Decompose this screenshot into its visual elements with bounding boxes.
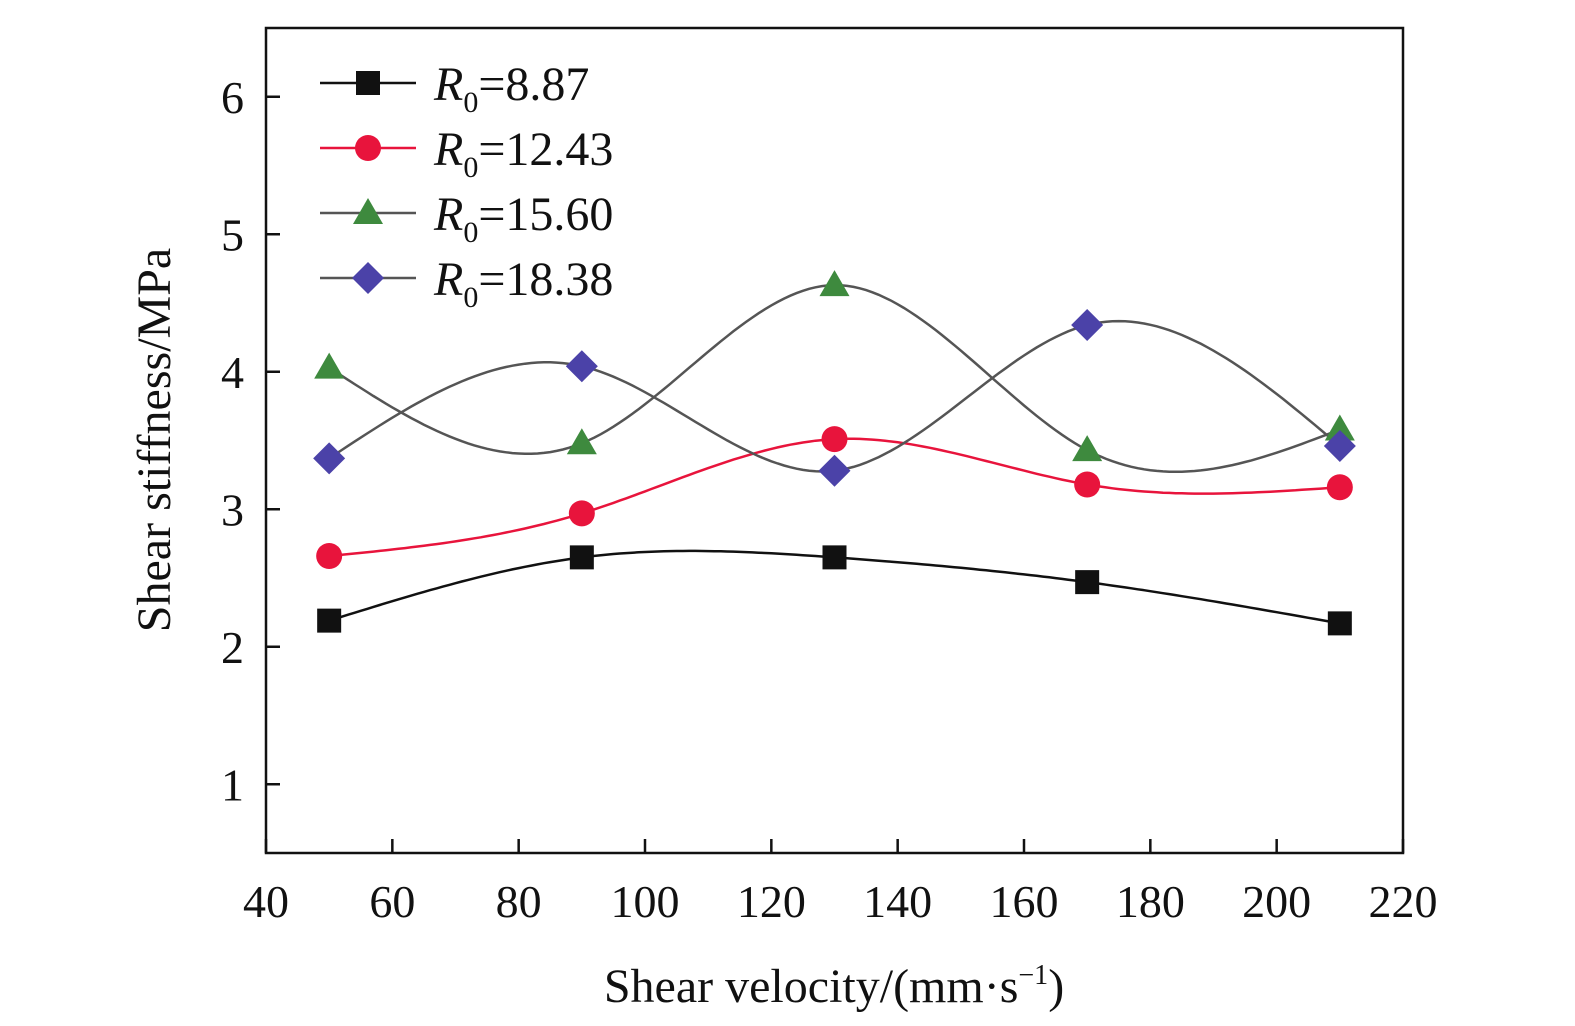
y-tick-label: 2	[221, 622, 244, 673]
legend-marker	[353, 198, 383, 224]
y-tick-label: 6	[221, 72, 244, 123]
x-tick-label: 80	[496, 876, 542, 927]
legend-marker	[352, 262, 384, 294]
x-axis-title: Shear velocity/(mm·s−1)	[604, 960, 1064, 1013]
data-markers	[313, 270, 1356, 636]
legend-marker	[356, 71, 380, 95]
data-point-series-2	[568, 500, 595, 527]
x-tick-label: 160	[990, 876, 1059, 927]
data-point-series-3	[1324, 414, 1355, 441]
legend-label: R0=15.60	[433, 188, 613, 249]
data-point-series-3	[566, 428, 597, 455]
y-tick-label: 5	[221, 209, 244, 260]
data-point-series-4	[1071, 309, 1104, 341]
x-tick-label: 180	[1116, 876, 1185, 927]
y-tick-label: 4	[221, 347, 244, 398]
y-axis-title: Shear stiffness/MPa	[128, 248, 181, 632]
x-tick-label: 140	[863, 876, 932, 927]
data-point-series-1	[1075, 570, 1100, 595]
data-point-series-3	[1072, 435, 1103, 462]
data-point-series-2	[1326, 474, 1353, 501]
data-point-series-3	[819, 270, 850, 297]
data-point-series-4	[565, 350, 598, 383]
data-point-series-4	[1323, 430, 1356, 462]
fit-curves	[328, 283, 1341, 625]
x-tick-label: 120	[737, 876, 806, 927]
y-tick-label: 1	[221, 759, 244, 810]
data-point-series-2	[1074, 471, 1101, 498]
plot-frame	[264, 26, 1405, 855]
x-tick-label: 200	[1242, 876, 1311, 927]
legend-label: R0=18.38	[433, 253, 613, 314]
data-point-series-4	[313, 442, 346, 475]
data-point-series-3	[314, 352, 345, 379]
data-point-series-1	[822, 545, 847, 570]
x-tick-label: 220	[1369, 876, 1438, 927]
data-point-series-1	[317, 608, 342, 633]
x-tick-label: 40	[243, 876, 289, 927]
legend-label: R0=8.87	[433, 58, 589, 119]
x-axis-ticks: 40 60 80 100 120 140 160 180 200 220	[243, 839, 1438, 927]
data-point-series-1	[569, 545, 594, 570]
data-point-series-2	[316, 543, 343, 569]
legend-label: R0=12.43	[433, 123, 613, 184]
data-point-series-1	[1327, 611, 1352, 636]
y-tick-label: 3	[221, 484, 244, 535]
x-tick-label: 100	[611, 876, 680, 927]
legend-marker	[355, 135, 381, 161]
data-point-series-2	[821, 426, 848, 453]
x-tick-label: 60	[369, 876, 415, 927]
y-axis-ticks: 1 2 3 4 5 6	[221, 72, 280, 810]
data-point-series-4	[818, 454, 851, 487]
